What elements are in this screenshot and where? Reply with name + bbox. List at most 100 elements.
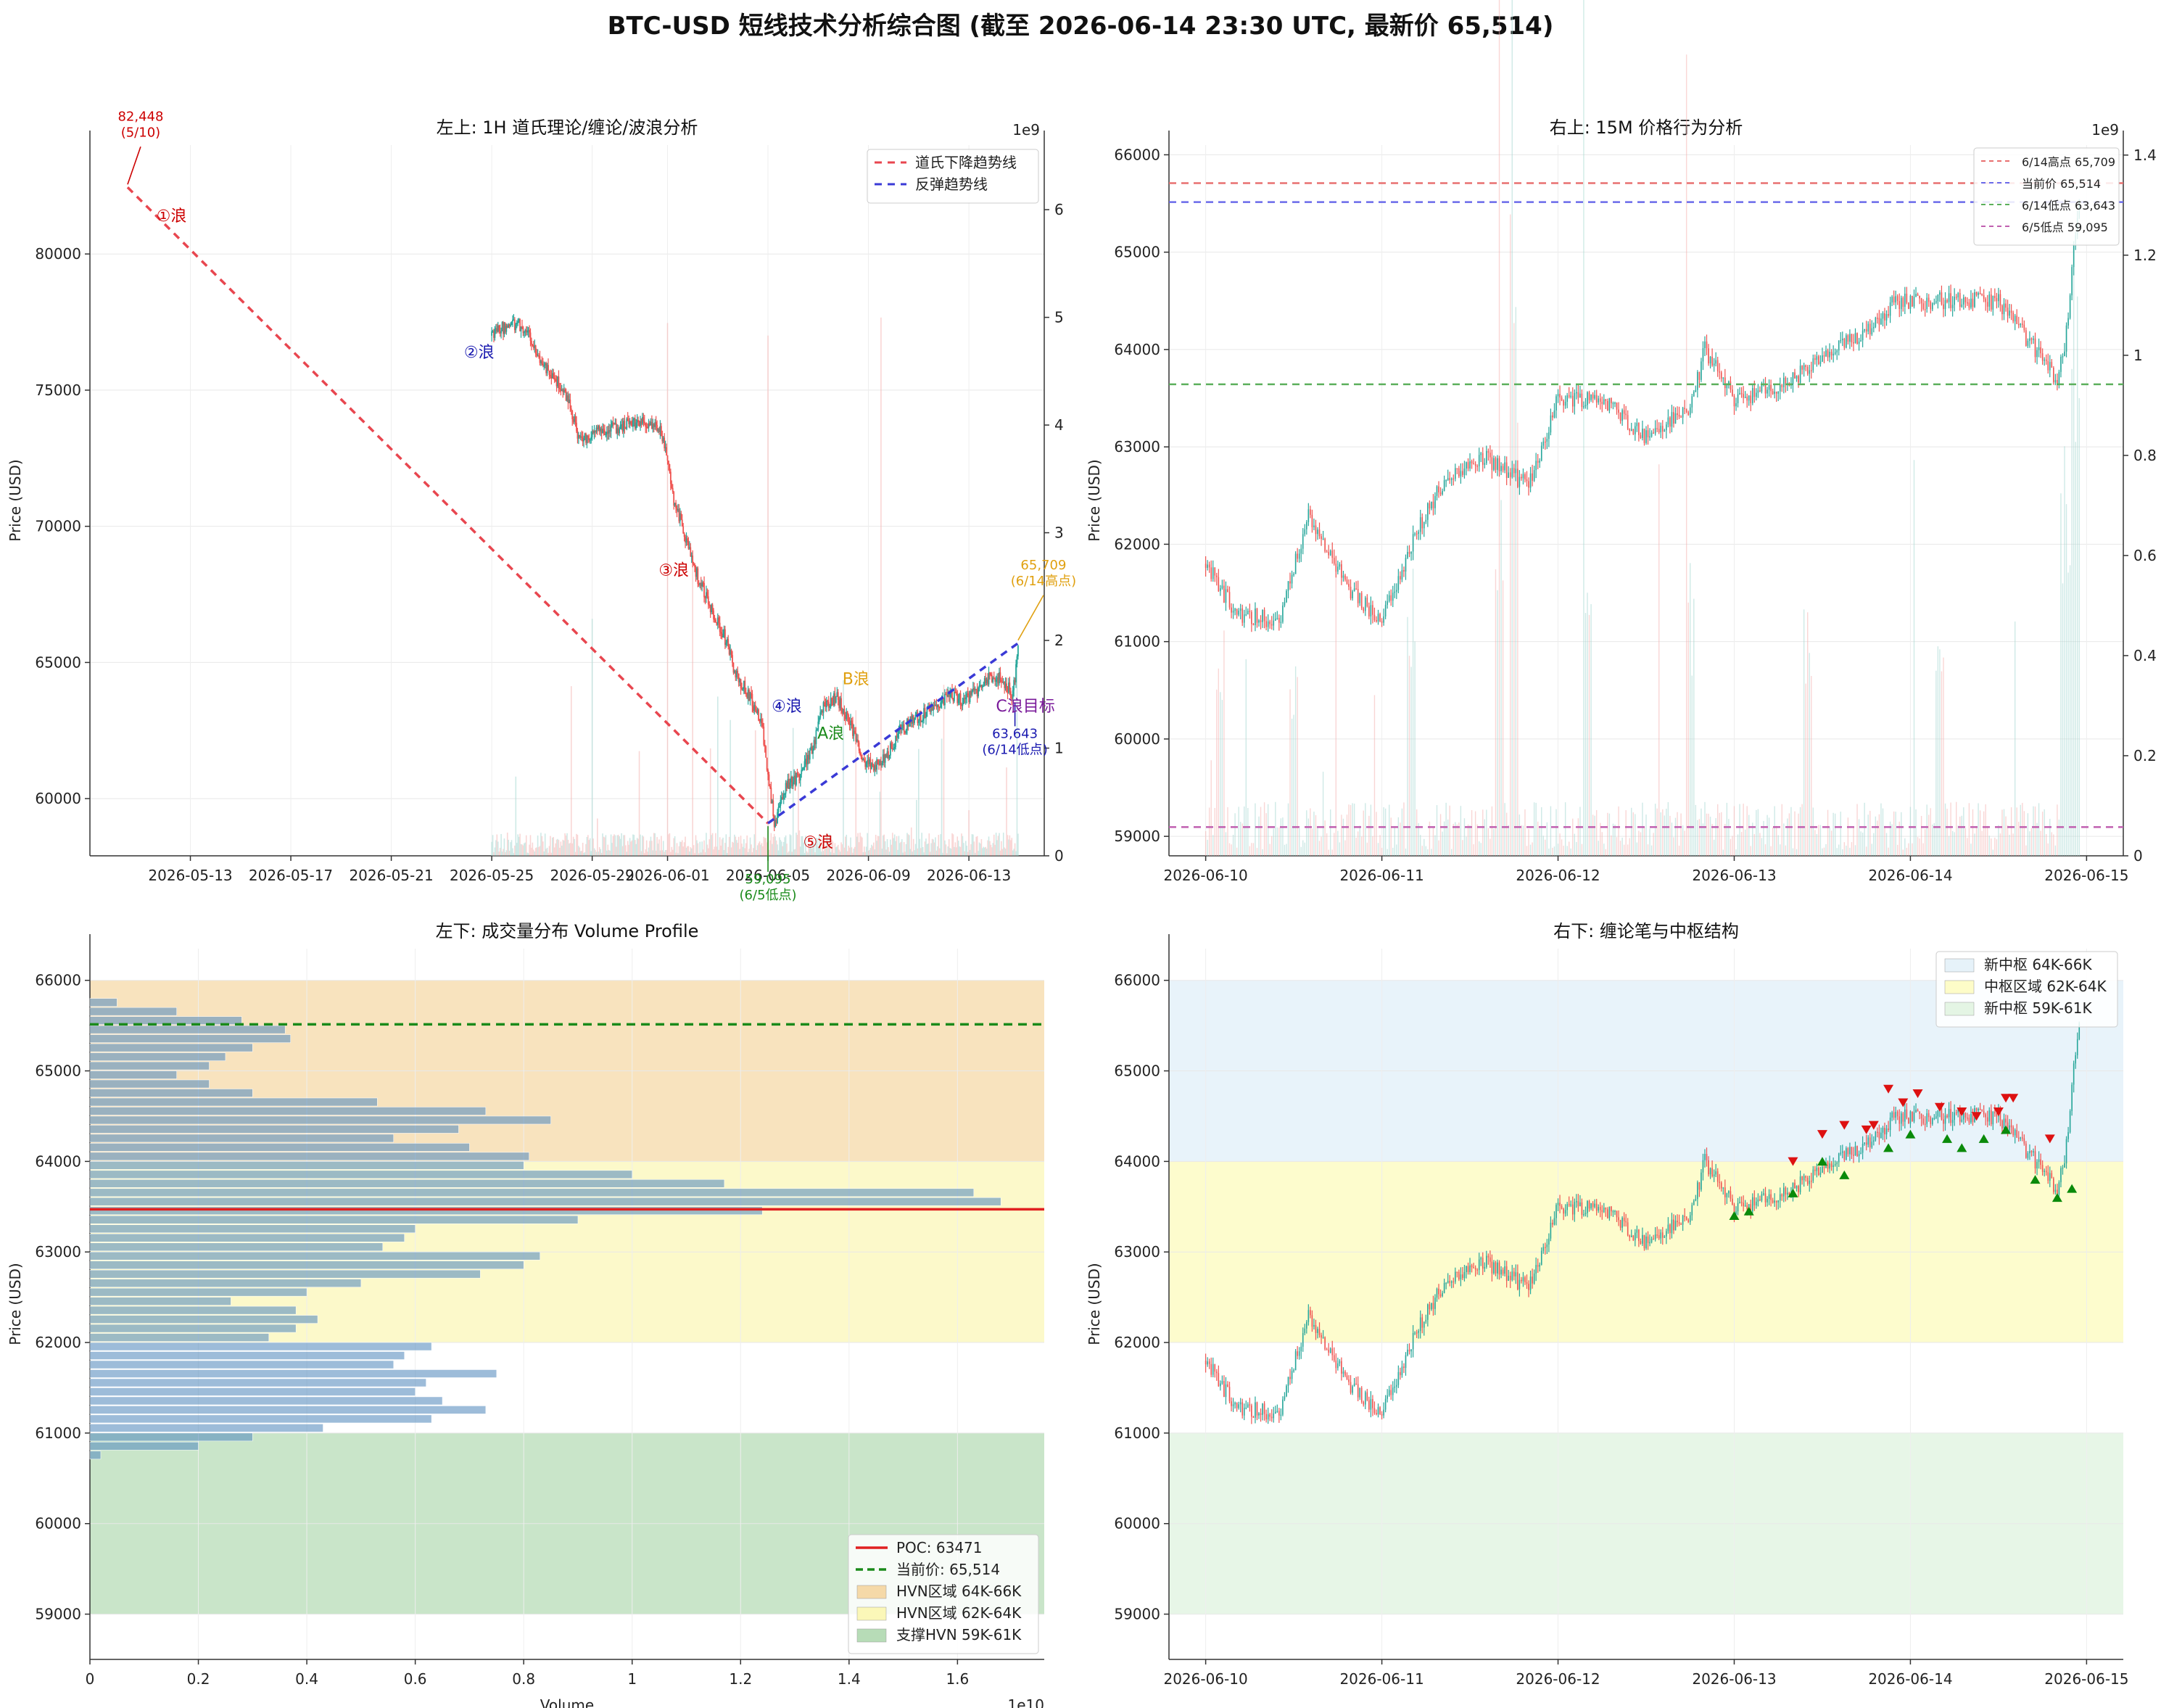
candle-body (1302, 534, 1304, 549)
candle-body (2053, 1178, 2054, 1192)
candle-body (1576, 1201, 1577, 1202)
candle-body (1968, 1118, 1970, 1123)
candle-body (1761, 384, 1763, 392)
volume-bar (818, 834, 820, 856)
candle-body (604, 430, 606, 435)
candle-body (624, 421, 626, 428)
volume-bar (732, 841, 733, 856)
candle-body (764, 744, 766, 747)
candle-body (806, 754, 809, 764)
candle-body (917, 720, 920, 723)
candle-body (648, 423, 650, 428)
candle-body (1885, 314, 1888, 321)
candle-body (1875, 1131, 1877, 1141)
volume-bar (722, 837, 724, 856)
candle-body (791, 777, 793, 787)
candle-body (1924, 1123, 1926, 1125)
candle-body (674, 503, 676, 506)
candle-body (1434, 495, 1436, 508)
fractal-bottom-marker (2051, 1193, 2062, 1202)
volume-bar (540, 833, 542, 856)
volume-bar (848, 847, 851, 856)
volume-bar (846, 851, 848, 856)
volume-bar (1269, 843, 1270, 856)
candle-body (499, 331, 501, 334)
x-tick-label: 0.6 (404, 1670, 427, 1688)
candle-body (957, 698, 959, 704)
y-tick-label: 63000 (1114, 1243, 1160, 1261)
candle-body (1772, 1200, 1774, 1203)
candle-body (521, 326, 523, 328)
candle-body (1238, 611, 1239, 615)
volume-bar (658, 839, 660, 856)
candle-body (645, 423, 647, 427)
candle-body (1360, 1387, 1363, 1402)
legend-entry: 中枢区域 62K-64K (1984, 978, 2107, 995)
volume-bar (675, 852, 677, 856)
candle-body (595, 431, 596, 432)
volume-bar (2071, 368, 2073, 856)
candle-body (1740, 392, 1743, 395)
candle-body (1581, 393, 1583, 408)
candle-body (1618, 1217, 1619, 1221)
y-tick-label: 62000 (1114, 1334, 1160, 1351)
candle-body (492, 331, 494, 333)
volume-bar (1232, 835, 1234, 856)
volume-bar (919, 838, 921, 856)
candle-body (1584, 1213, 1587, 1215)
volume-bar (1640, 832, 1642, 856)
volume-bar (856, 836, 858, 856)
volume-bar (774, 836, 776, 856)
volume-bar (1970, 843, 1972, 856)
volume-bar (685, 847, 687, 856)
volume-bar (1865, 846, 1867, 856)
candle-body (1223, 1381, 1225, 1398)
candle-body (606, 432, 608, 435)
volume-bar (652, 850, 654, 856)
candle-body (714, 619, 716, 621)
profile-bar (89, 1206, 763, 1216)
volume-bar (548, 846, 550, 856)
candle-body (1849, 1147, 1851, 1155)
candle-body (1943, 304, 1944, 310)
candle-body (1954, 1112, 1955, 1121)
volume-bar (571, 843, 574, 856)
candle-body (1263, 1403, 1265, 1414)
candle-body (1410, 1349, 1412, 1352)
candle-body (1357, 1384, 1359, 1398)
volume-bar (1342, 818, 1344, 856)
candle-body (1664, 1236, 1666, 1238)
candle-body (1331, 550, 1334, 558)
volume-bar (708, 848, 709, 856)
volume-bar (1486, 809, 1487, 856)
volume-bar (1733, 806, 1735, 856)
volume-bar (1777, 835, 1779, 856)
volume-bar (1631, 807, 1632, 856)
profile-bar (89, 1107, 487, 1115)
candle-body (538, 355, 540, 357)
candle-body (1785, 377, 1787, 385)
volume-bar (1735, 849, 1737, 856)
candle-body (534, 345, 537, 354)
candle-body (1241, 1402, 1244, 1416)
volume-bar (880, 317, 882, 857)
volume-bar (1807, 612, 1809, 856)
volume-bar (855, 710, 857, 856)
volume-bar (629, 838, 631, 856)
volume-bar (854, 846, 856, 856)
candle-body (1685, 408, 1687, 413)
candle-body (1871, 328, 1873, 335)
volume-bar (550, 852, 553, 856)
y-tick-label: 64000 (35, 1152, 81, 1170)
candle-body (1981, 294, 1983, 295)
candle-body (696, 568, 698, 577)
volume-bar (1812, 807, 1814, 856)
volume-bar (493, 851, 495, 856)
volume-bar (933, 842, 935, 856)
candle-body (1007, 692, 1009, 693)
volume-bar (964, 851, 966, 856)
candle-body (1913, 297, 1915, 307)
candle-body (2003, 303, 2005, 315)
candle-body (1737, 394, 1739, 403)
